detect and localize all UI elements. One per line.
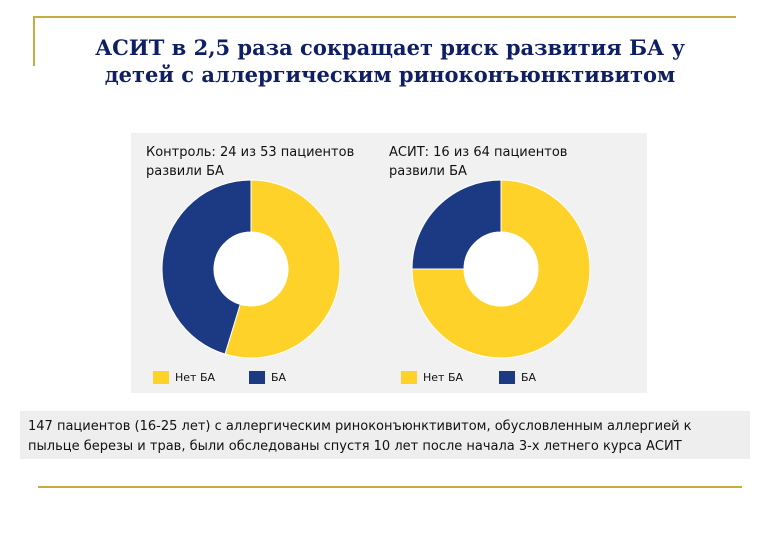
- legend-item-asthma: БА: [499, 369, 536, 385]
- asit-chart-legend: Нет БА БА: [381, 369, 631, 385]
- asit-chart-panel: АСИТ: 16 из 64 пациентов развили БА Нет …: [381, 133, 631, 393]
- asit-donut-chart: [411, 179, 591, 359]
- bottom-rule: [38, 486, 742, 488]
- legend-item-no-asthma: Нет БА: [401, 369, 463, 385]
- asit-chart-title: АСИТ: 16 из 64 пациентов развили БА: [389, 145, 568, 179]
- legend-swatch-no-asthma: [153, 370, 169, 384]
- donut-hole: [214, 232, 288, 306]
- control-chart-legend: Нет БА БА: [131, 369, 381, 385]
- control-chart-panel: Контроль: 24 из 53 пациентов развили БА …: [131, 133, 381, 393]
- legend-swatch-asthma: [499, 370, 515, 384]
- study-caption: 147 пациентов (16-25 лет) с аллергически…: [20, 411, 750, 459]
- donut-hole: [464, 232, 538, 306]
- control-chart-title: Контроль: 24 из 53 пациентов развили БА: [146, 145, 355, 179]
- charts-panel: Контроль: 24 из 53 пациентов развили БА …: [131, 133, 647, 393]
- legend-item-asthma: БА: [249, 369, 286, 385]
- control-donut-chart: [161, 179, 341, 359]
- legend-swatch-no-asthma: [401, 370, 417, 384]
- legend-item-no-asthma: Нет БА: [153, 369, 215, 385]
- legend-label-no-asthma: Нет БА: [423, 370, 464, 384]
- left-rule: [33, 16, 35, 66]
- legend-label-asthma: БА: [271, 370, 287, 384]
- legend-swatch-asthma: [249, 370, 265, 384]
- slide-title: АСИТ в 2,5 раза сокращает риск развития …: [95, 35, 685, 87]
- donut-slice-asthma: [161, 179, 252, 355]
- legend-label-asthma: БА: [521, 370, 537, 384]
- top-rule: [33, 16, 736, 18]
- legend-label-no-asthma: Нет БА: [175, 370, 216, 384]
